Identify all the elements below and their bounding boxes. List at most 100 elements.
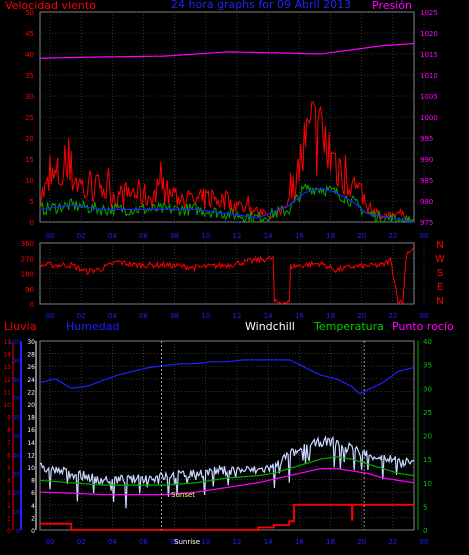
series-line <box>39 435 415 509</box>
x-tick-label: 22 <box>388 232 397 240</box>
x-tick-label: 18 <box>326 232 335 240</box>
x-tick-label: 20 <box>357 232 366 240</box>
y-tick-label: 5 <box>423 503 427 511</box>
y-tick-label: 35 <box>25 72 34 80</box>
y-tick-label: 0 <box>16 528 20 535</box>
compass-label: W <box>435 254 445 265</box>
x-tick-label: 06 <box>139 538 148 546</box>
wind-speed-label: Velocidad viento <box>5 0 96 12</box>
compass-label: E <box>437 282 443 293</box>
y-tick-label: 22 <box>27 389 35 396</box>
y-tick-label: 5 <box>7 465 11 472</box>
x-tick-label: 10 <box>201 312 210 320</box>
y-tick-label: 180 <box>21 271 34 279</box>
y-tick-label: 60 <box>12 415 20 422</box>
x-tick-label: 16 <box>295 232 304 240</box>
y-tick-label: 14 <box>27 440 35 447</box>
y-tick-label: 15 <box>3 339 11 346</box>
series-line <box>40 503 414 531</box>
y-tick-label: 30 <box>12 471 20 478</box>
x-tick-label: 04 <box>108 538 117 546</box>
y-tick-label: 1010 <box>420 72 438 80</box>
series-line <box>39 187 415 223</box>
y-tick-label: 1000 <box>420 114 438 122</box>
compass-label: N <box>436 240 443 251</box>
y-tick-label: 10 <box>25 177 34 185</box>
y-tick-label: 30 <box>27 339 35 346</box>
x-tick-label: 12 <box>233 312 242 320</box>
x-tick-label: 16 <box>295 538 304 546</box>
y-tick-label: 1020 <box>420 30 438 38</box>
y-tick-label: 25 <box>25 114 34 122</box>
y-tick-label: 50 <box>25 9 34 17</box>
x-tick-label: 02 <box>77 312 86 320</box>
y-tick-label: 0 <box>30 219 34 227</box>
y-tick-label: 14 <box>3 352 11 359</box>
series-line <box>39 247 415 306</box>
x-tick-label: 00 <box>46 312 55 320</box>
x-tick-label: 10 <box>201 538 210 546</box>
y-tick-label: 90 <box>25 286 34 294</box>
pressure-label: Presión <box>372 0 412 12</box>
x-tick-label: 10 <box>201 232 210 240</box>
y-tick-label: 5 <box>30 198 34 206</box>
x-tick-label: 00 <box>420 232 429 240</box>
series-line <box>40 42 415 59</box>
rain-label: Lluvia <box>4 320 36 333</box>
x-tick-label: 20 <box>357 538 366 546</box>
x-tick-label: 18 <box>326 312 335 320</box>
y-tick-label: 8 <box>7 427 11 434</box>
y-tick-label: 990 <box>420 156 433 164</box>
sunset-label: Sunset <box>171 491 195 499</box>
plot-frame <box>39 340 415 531</box>
x-tick-label: 22 <box>388 312 397 320</box>
x-tick-label: 04 <box>108 312 117 320</box>
y-tick-label: 1005 <box>420 93 438 101</box>
x-tick-label: 20 <box>357 312 366 320</box>
x-tick-label: 14 <box>264 232 273 240</box>
y-tick-label: 975 <box>420 219 433 227</box>
sunrise-label: Sunrise <box>174 538 200 546</box>
y-tick-label: 70 <box>12 396 20 403</box>
y-tick-label: 28 <box>27 352 35 359</box>
y-tick-label: 3 <box>7 490 11 497</box>
y-tick-label: 2 <box>31 515 35 522</box>
humidity-label: Humedad <box>66 320 119 333</box>
y-tick-label: 270 <box>21 255 34 263</box>
y-tick-label: 0 <box>423 527 427 535</box>
y-tick-label: 40 <box>25 51 34 59</box>
y-tick-label: 45 <box>25 30 34 38</box>
chart-title: 24 hora graphs for 09 Abril 2013 <box>171 0 351 11</box>
y-tick-label: 8 <box>31 478 35 485</box>
y-tick-label: 0 <box>30 301 34 309</box>
windchill-label: Windchill <box>245 320 295 333</box>
x-tick-label: 08 <box>170 538 179 546</box>
y-tick-label: 20 <box>423 433 432 441</box>
y-tick-label: 50 <box>12 434 20 441</box>
x-tick-label: 00 <box>46 232 55 240</box>
y-tick-label: 20 <box>25 135 34 143</box>
y-tick-label: 12 <box>3 377 11 384</box>
y-tick-label: 25 <box>423 409 432 417</box>
y-tick-label: 1 <box>7 515 11 522</box>
y-tick-label: 985 <box>420 177 433 185</box>
y-tick-label: 2 <box>7 503 11 510</box>
y-tick-label: 10 <box>423 480 432 488</box>
y-tick-label: 7 <box>7 440 11 447</box>
y-tick-label: 26 <box>27 364 35 371</box>
y-tick-label: 30 <box>423 385 432 393</box>
y-tick-label: 30 <box>25 93 34 101</box>
y-tick-label: 995 <box>420 135 433 143</box>
x-tick-label: 00 <box>420 538 429 546</box>
y-tick-label: 360 <box>21 240 34 248</box>
y-tick-label: 20 <box>27 402 35 409</box>
series-line <box>39 359 415 395</box>
series-line <box>39 101 415 223</box>
x-tick-label: 12 <box>233 232 242 240</box>
series-line <box>39 456 415 486</box>
x-tick-label: 14 <box>264 538 273 546</box>
x-tick-label: 00 <box>46 538 55 546</box>
